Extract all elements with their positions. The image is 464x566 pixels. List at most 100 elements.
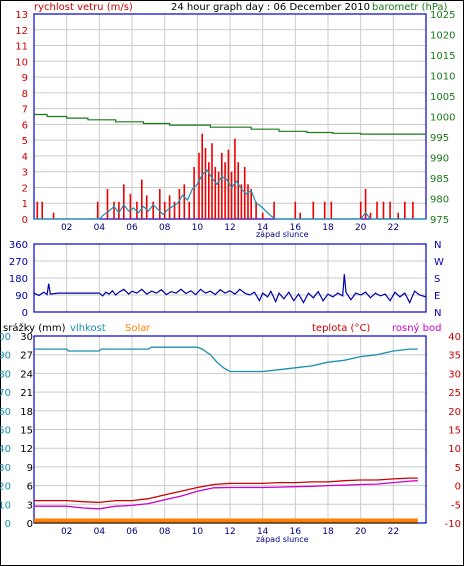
humidity-axis-tick-label: 60	[0, 407, 11, 418]
x-axis-tick-label: 18	[322, 527, 334, 537]
right-axis-tick-label: 1005	[430, 92, 455, 103]
right-axis-tick-label: 985	[430, 174, 449, 185]
x-axis-tick-label: 16	[290, 223, 302, 233]
compass-label: W	[434, 257, 444, 268]
temperature-series-line	[34, 477, 418, 504]
temperature-axis-tick-label: 30	[448, 369, 461, 380]
right-axis-label: barometr (hPa)	[372, 2, 448, 13]
rain-axis-tick-label: 21	[20, 388, 33, 399]
rain-axis-tick-label: 27	[20, 351, 33, 362]
x-axis-tick-label: 02	[61, 223, 72, 233]
legend-item: Solar	[125, 323, 151, 334]
temperature-axis-tick-label: 5	[455, 463, 461, 474]
compass-label: N	[434, 240, 441, 251]
right-axis-tick-label: 1010	[430, 72, 455, 83]
legend-item: srážky (mm)	[3, 322, 66, 334]
compass-label: N	[434, 308, 441, 319]
right-axis-tick-label: 975	[430, 215, 449, 226]
x-axis-tick-label: 14	[257, 527, 269, 537]
rain-axis-tick-label: 24	[20, 369, 33, 380]
plot-frame	[33, 13, 427, 220]
left-axis-tick-label: 6	[22, 120, 28, 131]
humidity-axis-tick-label: 50	[0, 426, 11, 437]
left-axis-tick-label: 270	[9, 257, 28, 268]
x-axis-tick-label: 20	[355, 223, 367, 233]
right-axis-tick-label: 990	[430, 154, 449, 165]
right-axis-tick-label: 1020	[430, 31, 455, 42]
humidity-axis-tick-label: 90	[0, 351, 11, 362]
rain-axis-tick-label: 15	[20, 426, 33, 437]
temperature-axis-tick-label: 15	[448, 426, 461, 437]
x-axis-tick-label: 12	[224, 527, 235, 537]
x-axis-tick-label: 04	[94, 527, 106, 537]
rain-humidity-temperature-panel: 0010320630940125015601870218024902710030…	[0, 322, 461, 544]
temperature-axis-tick-label: 25	[448, 388, 461, 399]
dewpoint-series-line	[34, 480, 418, 510]
x-axis-tick-label: 06	[126, 223, 138, 233]
x-axis-tick-label: 04	[94, 223, 106, 233]
wind-speed-series-line	[34, 169, 426, 220]
legend-item: vlhkost	[70, 323, 106, 334]
left-axis-tick-label: 2	[22, 183, 28, 194]
compass-label: S	[434, 274, 440, 285]
temperature-axis-tick-label: -5	[451, 500, 461, 511]
left-axis-tick-label: 0	[22, 308, 28, 319]
left-axis-tick-label: 3	[22, 168, 28, 179]
humidity-axis-tick-label: 40	[0, 444, 11, 455]
sunset-label: západ slunce	[256, 230, 309, 239]
left-axis-tick-label: 7	[22, 105, 28, 116]
right-axis-tick-label: 1000	[430, 113, 455, 124]
right-axis-tick-label: 1025	[430, 10, 455, 21]
humidity-axis-tick-label: 20	[0, 482, 11, 493]
temperature-axis-tick-label: 40	[448, 332, 461, 343]
humidity-axis-tick-label: 30	[0, 463, 11, 474]
right-axis-tick-label: 1015	[430, 51, 455, 62]
left-axis-tick-label: 13	[15, 10, 28, 21]
x-axis-tick-label: 08	[159, 223, 171, 233]
x-axis-tick-label: 12	[224, 223, 235, 233]
legend-item: teplota (°C)	[312, 323, 370, 334]
rain-axis-tick-label: 18	[20, 407, 33, 418]
right-axis-tick-label: 980	[430, 195, 449, 206]
left-axis-tick-label: 4	[22, 152, 28, 163]
x-axis-tick-label: 10	[192, 223, 204, 233]
temperature-axis-tick-label: 35	[448, 351, 461, 362]
x-axis-tick-label: 02	[61, 527, 72, 537]
humidity-axis-tick-label: 100	[0, 332, 11, 343]
humidity-axis-tick-label: 10	[0, 500, 11, 511]
left-axis-label: rychlost vetru (m/s)	[34, 2, 133, 13]
left-axis-tick-label: 9	[22, 73, 28, 84]
x-axis-tick-label: 20	[355, 527, 367, 537]
rain-axis-tick-label: 9	[27, 463, 33, 474]
humidity-axis-tick-label: 70	[0, 388, 11, 399]
temperature-axis-tick-label: 20	[448, 407, 461, 418]
x-axis-tick-label: 22	[388, 527, 399, 537]
left-axis-tick-label: 360	[9, 240, 28, 251]
x-axis-tick-label: 08	[159, 527, 171, 537]
pressure-series-line	[34, 113, 426, 135]
right-axis-tick-label: 995	[430, 133, 449, 144]
rain-axis-tick-label: 0	[27, 519, 33, 530]
wind-direction-series-line	[33, 274, 427, 305]
x-axis-tick-label: 22	[388, 223, 399, 233]
chart-title: 24 hour graph day : 06 December 2010	[171, 2, 370, 13]
legend-item: rosný bod	[392, 322, 441, 334]
rain-axis-tick-label: 3	[27, 500, 33, 511]
left-axis-tick-label: 0	[22, 215, 28, 226]
x-axis-tick-label: 10	[192, 527, 204, 537]
rain-axis-tick-label: 30	[20, 332, 33, 343]
temperature-axis-tick-label: 0	[455, 482, 461, 493]
left-axis-tick-label: 5	[22, 136, 28, 147]
rain-axis-tick-label: 12	[20, 444, 33, 455]
wind-pressure-panel: 0123456789101112139759809859909951000100…	[15, 2, 455, 239]
x-axis-tick-label: 16	[290, 527, 302, 537]
plot-frame	[33, 243, 427, 313]
humidity-axis-tick-label: 0	[5, 519, 11, 530]
x-axis-tick-label: 18	[322, 223, 334, 233]
temperature-axis-tick-label: -10	[445, 519, 461, 530]
compass-label: E	[434, 291, 440, 302]
left-axis-tick-label: 1	[22, 199, 28, 210]
